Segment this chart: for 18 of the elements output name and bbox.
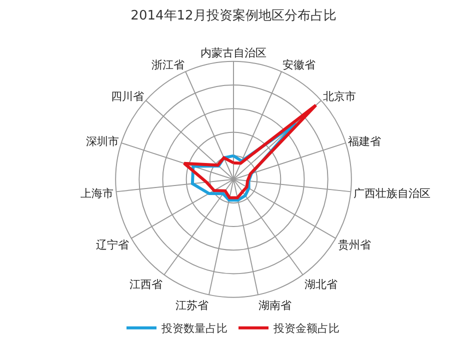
spoke-label: 上海市 [80, 186, 114, 200]
legend-label: 投资金额占比 [272, 322, 340, 336]
spoke-label: 湖北省 [304, 278, 338, 292]
spoke-label: 福建省 [348, 135, 382, 148]
spoke-label: 北京市 [323, 90, 356, 104]
chart-title: 2014年12月投资案例地区分布占比 [130, 8, 336, 24]
spoke-label: 江苏省 [175, 298, 208, 312]
spoke-label: 安徽省 [282, 58, 316, 72]
spoke-label: 内蒙古自治区 [200, 46, 266, 60]
spoke-label: 江西省 [130, 278, 163, 292]
spoke-label: 四川省 [110, 90, 144, 104]
spoke-label: 辽宁省 [96, 238, 130, 252]
spoke-label: 湖南省 [258, 298, 292, 312]
spoke-label: 广西壮族自治区 [353, 186, 430, 200]
spoke-label: 深圳市 [86, 135, 119, 148]
legend-label: 投资数量占比 [160, 322, 228, 336]
spoke-label: 浙江省 [151, 58, 184, 72]
spoke-label: 贵州省 [338, 238, 371, 252]
